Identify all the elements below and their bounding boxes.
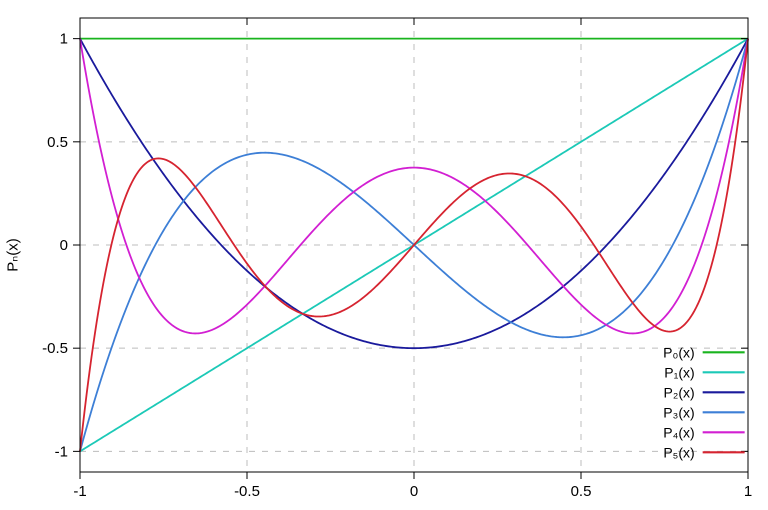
y-tick-label: -0.5: [42, 340, 68, 357]
y-tick-label: 0: [60, 237, 68, 254]
x-tick-label: 0.5: [571, 483, 592, 500]
series-line: [80, 39, 748, 334]
y-tick-label: 1: [60, 31, 68, 48]
x-tick-label: -1: [73, 483, 86, 500]
x-tick-label: 0: [410, 483, 418, 500]
legend: P₀(x) P₁(x) P₂(x) P₃(x) P₄(x) P₅(x): [663, 344, 744, 460]
y-tick-label: -1: [55, 443, 68, 460]
y-tick-label: 0.5: [47, 134, 68, 151]
legend-label: P₅(x): [663, 444, 694, 460]
x-tick-label: 1: [744, 483, 752, 500]
legend-label: P₁(x): [664, 364, 694, 380]
y-axis-label: Pₙ(x): [4, 238, 22, 271]
legend-label: P₀(x): [663, 344, 694, 360]
x-tick-label: -0.5: [234, 483, 260, 500]
legend-label: P₄(x): [663, 424, 694, 440]
legendre-chart: -1 -0.5 0 0.5 1 -1 -0.5 0 0.5 1 P₀(x) P₁(x) P₂(x) P₃(…: [0, 0, 768, 510]
legend-label: P₂(x): [664, 384, 695, 400]
legend-label: P₃(x): [663, 404, 694, 420]
